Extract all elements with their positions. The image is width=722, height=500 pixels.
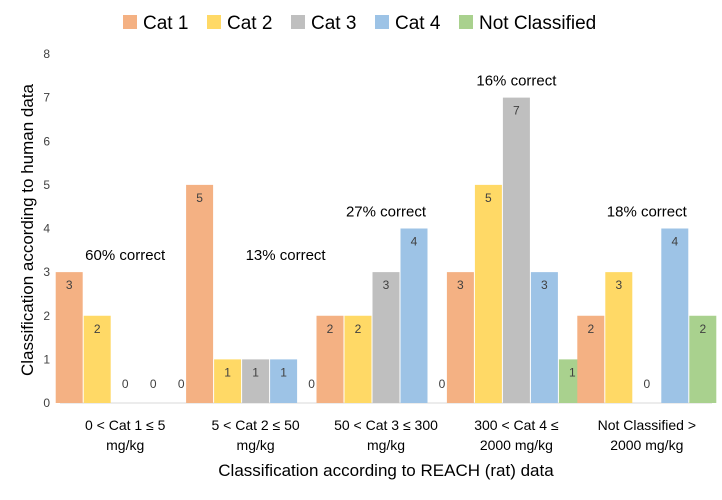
x-category-label: 2000 mg/kg xyxy=(610,437,683,453)
x-category-label: mg/kg xyxy=(367,437,405,453)
y-tick-label: 8 xyxy=(43,47,50,61)
legend-swatch xyxy=(123,15,137,29)
data-label: 3 xyxy=(383,278,390,292)
legend-swatch xyxy=(291,15,305,29)
data-label: 3 xyxy=(66,278,73,292)
x-category-label: Not Classified > xyxy=(598,417,696,433)
x-category-label: mg/kg xyxy=(237,437,275,453)
accuracy-annotation: 27% correct xyxy=(346,204,427,221)
bar xyxy=(344,315,372,403)
legend-label: Cat 4 xyxy=(395,13,441,34)
x-category-label: 50 < Cat 3 ≤ 300 xyxy=(334,417,438,433)
legend-label: Not Classified xyxy=(479,13,596,34)
legend: Cat 1 Cat 2 Cat 3 Cat 4 Not Classified xyxy=(123,13,596,34)
data-label: 1 xyxy=(569,365,576,379)
legend-label: Cat 3 xyxy=(311,13,356,34)
bar xyxy=(214,359,242,403)
data-label: 3 xyxy=(457,278,464,292)
bar xyxy=(502,97,530,403)
y-axis-title: Classification according to human data xyxy=(18,83,37,376)
bar xyxy=(530,272,558,403)
y-tick-label: 4 xyxy=(43,222,50,236)
y-tick-label: 0 xyxy=(43,396,50,410)
data-label: 2 xyxy=(94,322,101,336)
data-label: 0 xyxy=(150,377,157,391)
data-label: 2 xyxy=(587,322,594,336)
accuracy-annotation: 18% correct xyxy=(607,204,688,221)
data-label: 2 xyxy=(699,322,706,336)
legend-swatch xyxy=(207,15,221,29)
bar xyxy=(83,315,111,403)
y-tick-label: 1 xyxy=(43,352,50,366)
accuracy-annotation: 16% correct xyxy=(476,73,557,90)
bar xyxy=(186,184,214,403)
annotations: 60% correct 13% correct 27% correct 16% cor… xyxy=(85,73,687,265)
x-category-label: 300 < Cat 4 ≤ xyxy=(474,417,559,433)
data-label: 0 xyxy=(308,377,315,391)
bar xyxy=(474,184,502,403)
data-label: 1 xyxy=(224,365,231,379)
legend-swatch xyxy=(459,15,473,29)
y-tick-label: 2 xyxy=(43,309,50,323)
data-label: 3 xyxy=(615,278,622,292)
y-tick-label: 3 xyxy=(43,265,50,279)
accuracy-annotation: 60% correct xyxy=(85,247,166,264)
legend-label: Cat 2 xyxy=(227,13,272,34)
bar xyxy=(316,315,344,403)
bar xyxy=(605,272,633,403)
legend-label: Cat 1 xyxy=(143,13,188,34)
data-label: 5 xyxy=(196,191,203,205)
data-label: 0 xyxy=(178,377,185,391)
data-label: 3 xyxy=(541,278,548,292)
bar xyxy=(446,272,474,403)
bar xyxy=(270,359,298,403)
data-label: 0 xyxy=(643,377,650,391)
data-label: 4 xyxy=(671,235,678,249)
y-tick-label: 7 xyxy=(43,91,50,105)
data-label: 5 xyxy=(485,191,492,205)
y-tick-label: 6 xyxy=(43,134,50,148)
x-category-label: 5 < Cat 2 ≤ 50 xyxy=(211,417,299,433)
bar xyxy=(400,228,428,403)
bar xyxy=(689,315,717,403)
x-axis-title: Classification according to REACH (rat) … xyxy=(218,461,554,480)
x-category-label: 0 < Cat 1 ≤ 5 xyxy=(85,417,166,433)
data-label: 0 xyxy=(122,377,129,391)
data-label: 2 xyxy=(327,322,334,336)
data-label: 1 xyxy=(280,365,287,379)
x-category-label: mg/kg xyxy=(106,437,144,453)
y-tick-label: 5 xyxy=(43,178,50,192)
y-axis-ticks: 0 1 2 3 4 5 6 7 8 xyxy=(43,47,50,410)
legend-swatch xyxy=(375,15,389,29)
data-label: 1 xyxy=(252,365,259,379)
bars xyxy=(55,97,717,403)
data-label: 4 xyxy=(411,235,418,249)
bar xyxy=(661,228,689,403)
bar xyxy=(372,272,400,403)
bar xyxy=(577,315,605,403)
data-labels: 3 2 0 0 0 5 1 1 1 0 2 2 3 4 0 3 5 7 3 1 2 3 0 4 2 xyxy=(66,104,707,391)
x-axis-categories: 0 < Cat 1 ≤ 5 mg/kg 5 < Cat 2 ≤ 50 mg/kg 50 … xyxy=(85,417,696,453)
x-category-label: 2000 mg/kg xyxy=(480,437,553,453)
data-label: 2 xyxy=(355,322,362,336)
data-label: 7 xyxy=(513,104,520,118)
accuracy-annotation: 13% correct xyxy=(246,247,327,264)
bar xyxy=(242,359,270,403)
bar xyxy=(55,272,83,403)
data-label: 0 xyxy=(439,377,446,391)
